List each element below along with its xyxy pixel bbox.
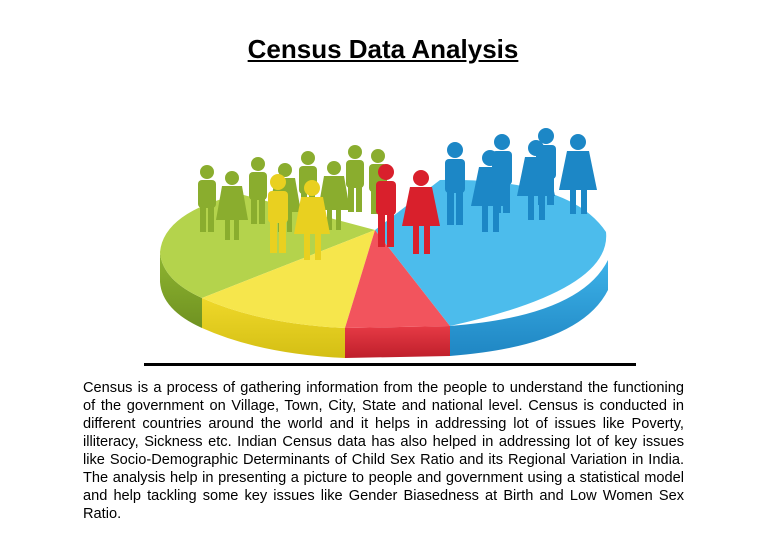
red-people-icon xyxy=(376,164,440,254)
page-title: Census Data Analysis xyxy=(247,34,519,64)
blue-people-icon xyxy=(445,128,597,232)
divider xyxy=(144,363,636,366)
body-paragraph: Census is a process of gathering informa… xyxy=(83,380,684,522)
pie-side-green xyxy=(160,252,202,328)
pie-slice-yellow xyxy=(202,230,375,328)
pie-side-blue xyxy=(450,260,608,356)
pie-side-yellow xyxy=(202,298,345,358)
yellow-people-icon xyxy=(268,174,330,260)
census-pie-illustration xyxy=(160,128,608,358)
pie-side-red xyxy=(345,326,450,358)
pie-slice-red xyxy=(345,230,450,328)
